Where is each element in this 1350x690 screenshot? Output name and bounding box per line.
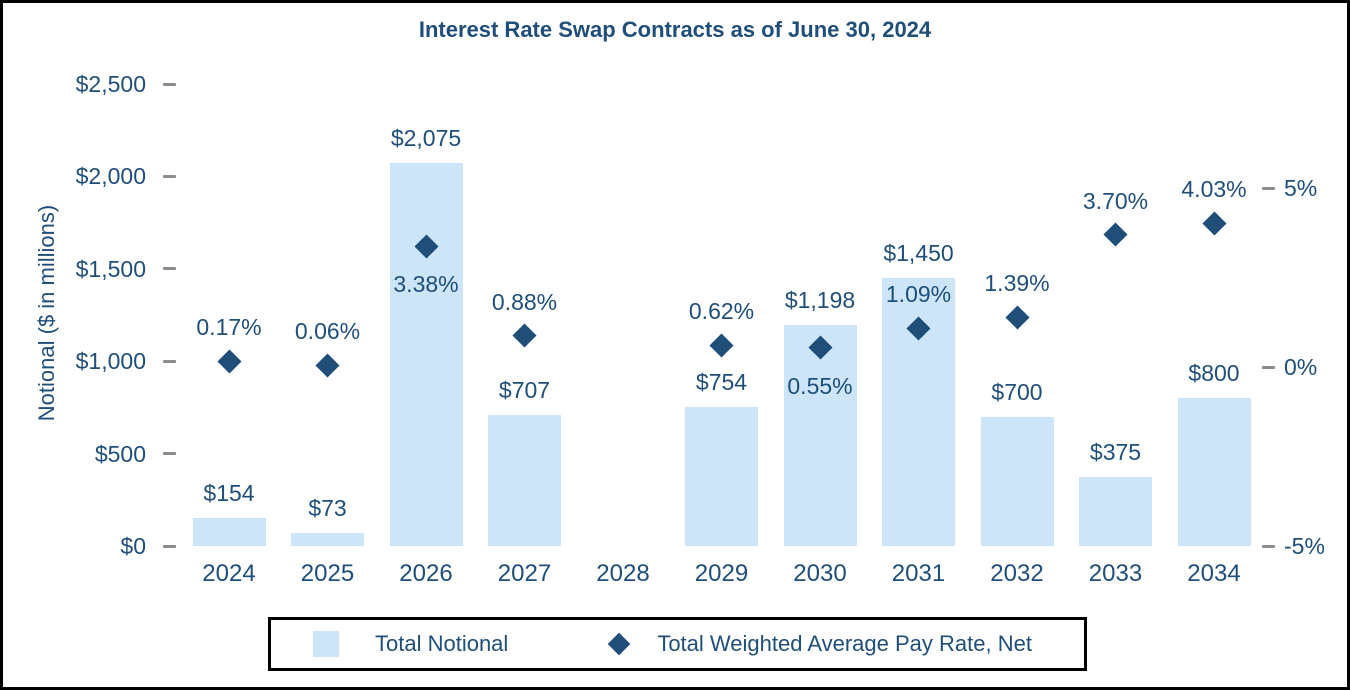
pay-rate-label: 0.55% bbox=[787, 372, 853, 399]
pay-rate-marker-icon bbox=[1201, 211, 1227, 236]
left-axis-tick-dash bbox=[163, 544, 176, 548]
pay-rate-label: 0.62% bbox=[688, 298, 755, 325]
right-axis-tick-label: 0% bbox=[1284, 354, 1318, 381]
bar-total-notional bbox=[980, 416, 1054, 546]
left-axis-tick-label: $2,000 bbox=[75, 163, 146, 190]
right-axis-tick-label: -5% bbox=[1284, 533, 1325, 559]
legend: Total Notional Total Weighted Average Pa… bbox=[268, 617, 1087, 671]
bar-total-notional bbox=[389, 162, 463, 546]
bar-value-label: $700 bbox=[991, 378, 1043, 405]
pay-rate-label: 3.70% bbox=[1082, 187, 1149, 214]
bar-value-label: $375 bbox=[1089, 438, 1142, 465]
pay-rate-diamond-icon bbox=[607, 632, 631, 656]
pay-rate-label: 0.06% bbox=[294, 318, 361, 345]
pay-rate-marker-icon bbox=[216, 349, 242, 374]
pay-rate-marker-icon bbox=[512, 323, 537, 348]
pay-rate-label: 1.09% bbox=[885, 281, 952, 308]
x-axis-year-label: 2027 bbox=[497, 560, 552, 587]
right-axis-tick-dash bbox=[1262, 544, 1275, 548]
left-axis-tick-label: $2,500 bbox=[75, 71, 146, 97]
chart-title: Interest Rate Swap Contracts as of June … bbox=[418, 17, 932, 42]
left-axis-tick-dash bbox=[163, 267, 176, 271]
bar-total-notional bbox=[291, 532, 364, 546]
bar-total-notional bbox=[783, 324, 857, 546]
bar-value-label: $1,198 bbox=[784, 286, 856, 313]
x-axis-year-label: 2031 bbox=[891, 560, 946, 587]
bar-value-label: $2,075 bbox=[390, 124, 462, 151]
total-notional-swatch-icon bbox=[313, 631, 339, 657]
x-axis-year-label: 2033 bbox=[1088, 560, 1143, 587]
legend-label-total-notional: Total Notional bbox=[375, 631, 509, 656]
bar-total-notional bbox=[685, 406, 758, 546]
left-axis-tick-label: $0 bbox=[120, 533, 146, 559]
x-axis-year-label: 2030 bbox=[793, 560, 847, 587]
left-axis-tick-dash bbox=[163, 174, 176, 178]
bar-value-label: $754 bbox=[695, 368, 748, 395]
bar-value-label: $707 bbox=[498, 377, 551, 404]
pay-rate-marker-icon bbox=[709, 332, 734, 358]
bar-total-notional bbox=[1177, 398, 1251, 546]
left-axis-tick-dash bbox=[163, 359, 176, 363]
bar-total-notional bbox=[488, 415, 561, 546]
right-axis-tick-dash bbox=[1262, 365, 1275, 369]
pay-rate-label: 1.39% bbox=[984, 270, 1050, 297]
left-axis-tick-dash bbox=[163, 452, 176, 456]
left-axis-tick-label: $500 bbox=[94, 440, 146, 467]
x-axis-year-label: 2024 bbox=[202, 560, 256, 587]
bar-total-notional bbox=[192, 517, 266, 546]
left-axis-tick-dash bbox=[163, 82, 176, 86]
bar-value-label: $154 bbox=[203, 479, 255, 506]
bar-value-label: $73 bbox=[308, 494, 347, 521]
x-axis-year-label: 2028 bbox=[596, 560, 650, 587]
x-axis-year-label: 2032 bbox=[990, 560, 1044, 587]
left-axis-tick-label: $1,000 bbox=[75, 348, 146, 375]
right-axis-tick-dash bbox=[1262, 186, 1275, 190]
x-axis-year-label: 2034 bbox=[1187, 560, 1241, 587]
left-axis-tick-label: $1,500 bbox=[75, 255, 146, 282]
pay-rate-marker-icon bbox=[1103, 222, 1128, 247]
bar-value-label: $800 bbox=[1188, 360, 1240, 387]
x-axis-year-label: 2025 bbox=[300, 560, 355, 587]
pay-rate-label: 3.38% bbox=[393, 271, 459, 298]
pay-rate-label: 4.03% bbox=[1181, 176, 1247, 203]
right-axis-tick-label: 5% bbox=[1284, 175, 1318, 202]
x-axis-year-label: 2026 bbox=[399, 560, 453, 587]
pay-rate-label: 0.88% bbox=[491, 288, 558, 315]
pay-rate-label: 0.17% bbox=[196, 314, 262, 341]
bar-total-notional bbox=[1079, 476, 1152, 546]
pay-rate-marker-icon bbox=[315, 353, 340, 378]
x-axis-year-label: 2029 bbox=[694, 560, 749, 587]
bar-value-label: $1,450 bbox=[883, 240, 954, 267]
legend-label-pay-rate: Total Weighted Average Pay Rate, Net bbox=[657, 631, 1032, 656]
left-axis-title: Notional ($ in millions) bbox=[34, 204, 59, 422]
pay-rate-marker-icon bbox=[1004, 305, 1030, 330]
